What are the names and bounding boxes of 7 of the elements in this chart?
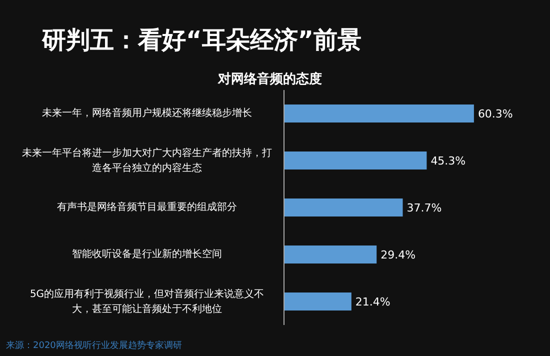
data-label: 45.3% bbox=[430, 154, 466, 168]
data-label: 60.3% bbox=[478, 108, 513, 120]
data-label: 21.4% bbox=[355, 296, 390, 308]
data-label: 37.7% bbox=[406, 202, 442, 214]
title: 研判五：看好“耳朵经济”前景 bbox=[42, 25, 362, 56]
subtitle: 对网络音频的态度 bbox=[216, 70, 323, 88]
data-label: 29.4% bbox=[380, 248, 416, 262]
